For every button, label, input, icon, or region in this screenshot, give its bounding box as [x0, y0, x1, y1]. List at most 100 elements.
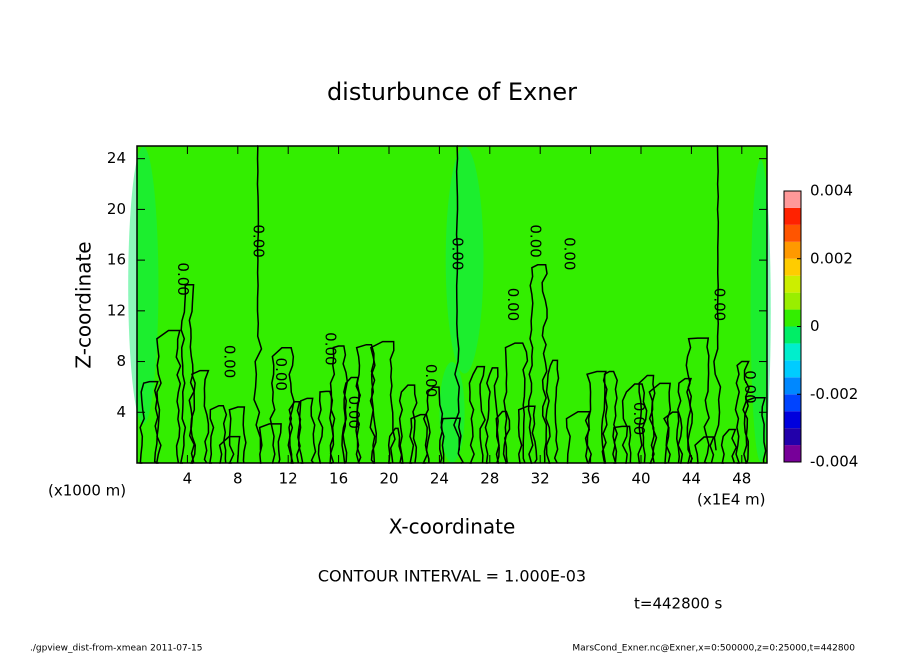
x-tick-label: 4: [183, 470, 193, 488]
contour-line: [369, 340, 396, 464]
x-tick-label: 44: [682, 470, 701, 488]
x-tick-label: 36: [581, 470, 600, 488]
x-tick-label: 20: [379, 470, 398, 488]
field-patch: [439, 361, 465, 463]
colorbar-segment: [784, 207, 801, 225]
contour-label: 0.00: [220, 345, 238, 378]
contour-label: 0.00: [711, 288, 729, 321]
x-tick-label: 24: [430, 470, 449, 488]
x-tick-label: 32: [531, 470, 550, 488]
contour-line: [422, 386, 444, 464]
contour-line: [621, 383, 648, 464]
contour-line: [155, 329, 182, 464]
y-tick-label: 20: [107, 200, 126, 218]
contour-line: [440, 417, 465, 464]
time-label: t=442800 s: [634, 595, 722, 613]
colorbar-tick-label: 0.004: [810, 182, 853, 200]
x-tick-label: 28: [480, 470, 499, 488]
contour-line: [329, 345, 349, 464]
colorbar-segment: [784, 326, 801, 344]
x-tick-label: 8: [233, 470, 243, 488]
contour-line: [398, 384, 418, 464]
contour-line: [612, 425, 632, 464]
contour-line: [317, 390, 335, 464]
contour-line: [545, 359, 560, 464]
contour-label: 0.00: [249, 224, 267, 257]
colorbar-tick-label: -0.002: [810, 385, 858, 403]
contour-line: [253, 145, 263, 451]
x-tick-label: 16: [329, 470, 348, 488]
contour-line: [341, 376, 362, 464]
contour-label: 0.00: [741, 370, 759, 403]
contour-line: [355, 343, 378, 464]
colorbar-segment: [784, 191, 801, 208]
contour-label: 0.00: [449, 237, 467, 270]
contour-lines: [139, 145, 767, 464]
colorbar-segment: [784, 428, 801, 446]
footer-left: ./gpview_dist-from-xmean 2011-07-15: [30, 644, 202, 654]
field-patch: [445, 146, 484, 374]
contour-line: [409, 413, 431, 464]
contour-line: [734, 360, 750, 464]
colorbar-segment: [784, 445, 801, 462]
contour-line: [676, 377, 694, 464]
colorbar-tick-label: -0.004: [810, 453, 858, 471]
contour-line: [468, 365, 486, 464]
contour-line: [502, 342, 529, 464]
contour-line: [297, 397, 317, 464]
y-axis-label: Z-coordinate: [72, 241, 96, 368]
y-tick-label: 16: [107, 251, 126, 269]
contour-interval: CONTOUR INTERVAL = 1.000E-03: [318, 567, 586, 586]
contour-label: 0.00: [422, 364, 440, 397]
contour-label: 0.00: [561, 237, 579, 270]
colorbar-segment: [784, 224, 801, 242]
x-scale-label: (x1E4 m): [697, 491, 766, 509]
contour-line: [601, 370, 618, 464]
contour-label: 0.00: [272, 358, 290, 391]
contour-line: [495, 410, 511, 464]
colorbar-segment: [784, 292, 801, 310]
contour-label: 0.00: [174, 262, 192, 295]
contour-label: 0.00: [504, 288, 522, 321]
colorbar-tick-label: 0: [810, 317, 820, 335]
x-unit-label: (x1000 m): [48, 482, 126, 500]
contour-line: [742, 396, 767, 464]
y-tick-label: 12: [107, 301, 126, 319]
colorbar-segment: [784, 360, 801, 378]
contour-line: [694, 436, 715, 464]
contour-line: [713, 145, 722, 451]
colorbar-segment: [784, 343, 801, 361]
contour-label: 0.00: [527, 224, 545, 257]
colorbar-segment: [784, 275, 801, 293]
field-band: [137, 146, 767, 463]
contour-line: [208, 404, 228, 464]
y-tick-label: 24: [107, 149, 126, 167]
contour-line: [527, 264, 548, 464]
contour-line: [648, 382, 672, 464]
x-axis-label: X-coordinate: [389, 515, 516, 539]
contour-label: 0.00: [630, 402, 648, 435]
contour-line: [517, 405, 538, 464]
colorbar-segment: [784, 258, 801, 276]
y-tick-label: 8: [116, 352, 126, 370]
field-patch: [128, 146, 159, 425]
colorbar-segment: [784, 411, 801, 429]
contour-line: [190, 369, 210, 464]
contour-label: 0.00: [345, 396, 363, 429]
contour-line: [228, 406, 247, 464]
contour-line: [720, 428, 738, 464]
x-tick-label: 12: [279, 470, 298, 488]
contour-line: [586, 370, 608, 464]
colorbar-segment: [784, 309, 801, 327]
chart-title: disturbunce of Exner: [327, 78, 577, 106]
x-tick-label: 40: [631, 470, 650, 488]
colorbar-tick-label: 0.002: [810, 249, 853, 267]
contour-line: [179, 284, 196, 464]
plot-frame: [136, 145, 768, 464]
y-tick-label: 4: [116, 403, 126, 421]
contour-line: [453, 145, 461, 451]
contour-label: 0.00: [321, 332, 339, 365]
colorbar-segment: [784, 394, 801, 412]
contour-line: [258, 423, 282, 464]
